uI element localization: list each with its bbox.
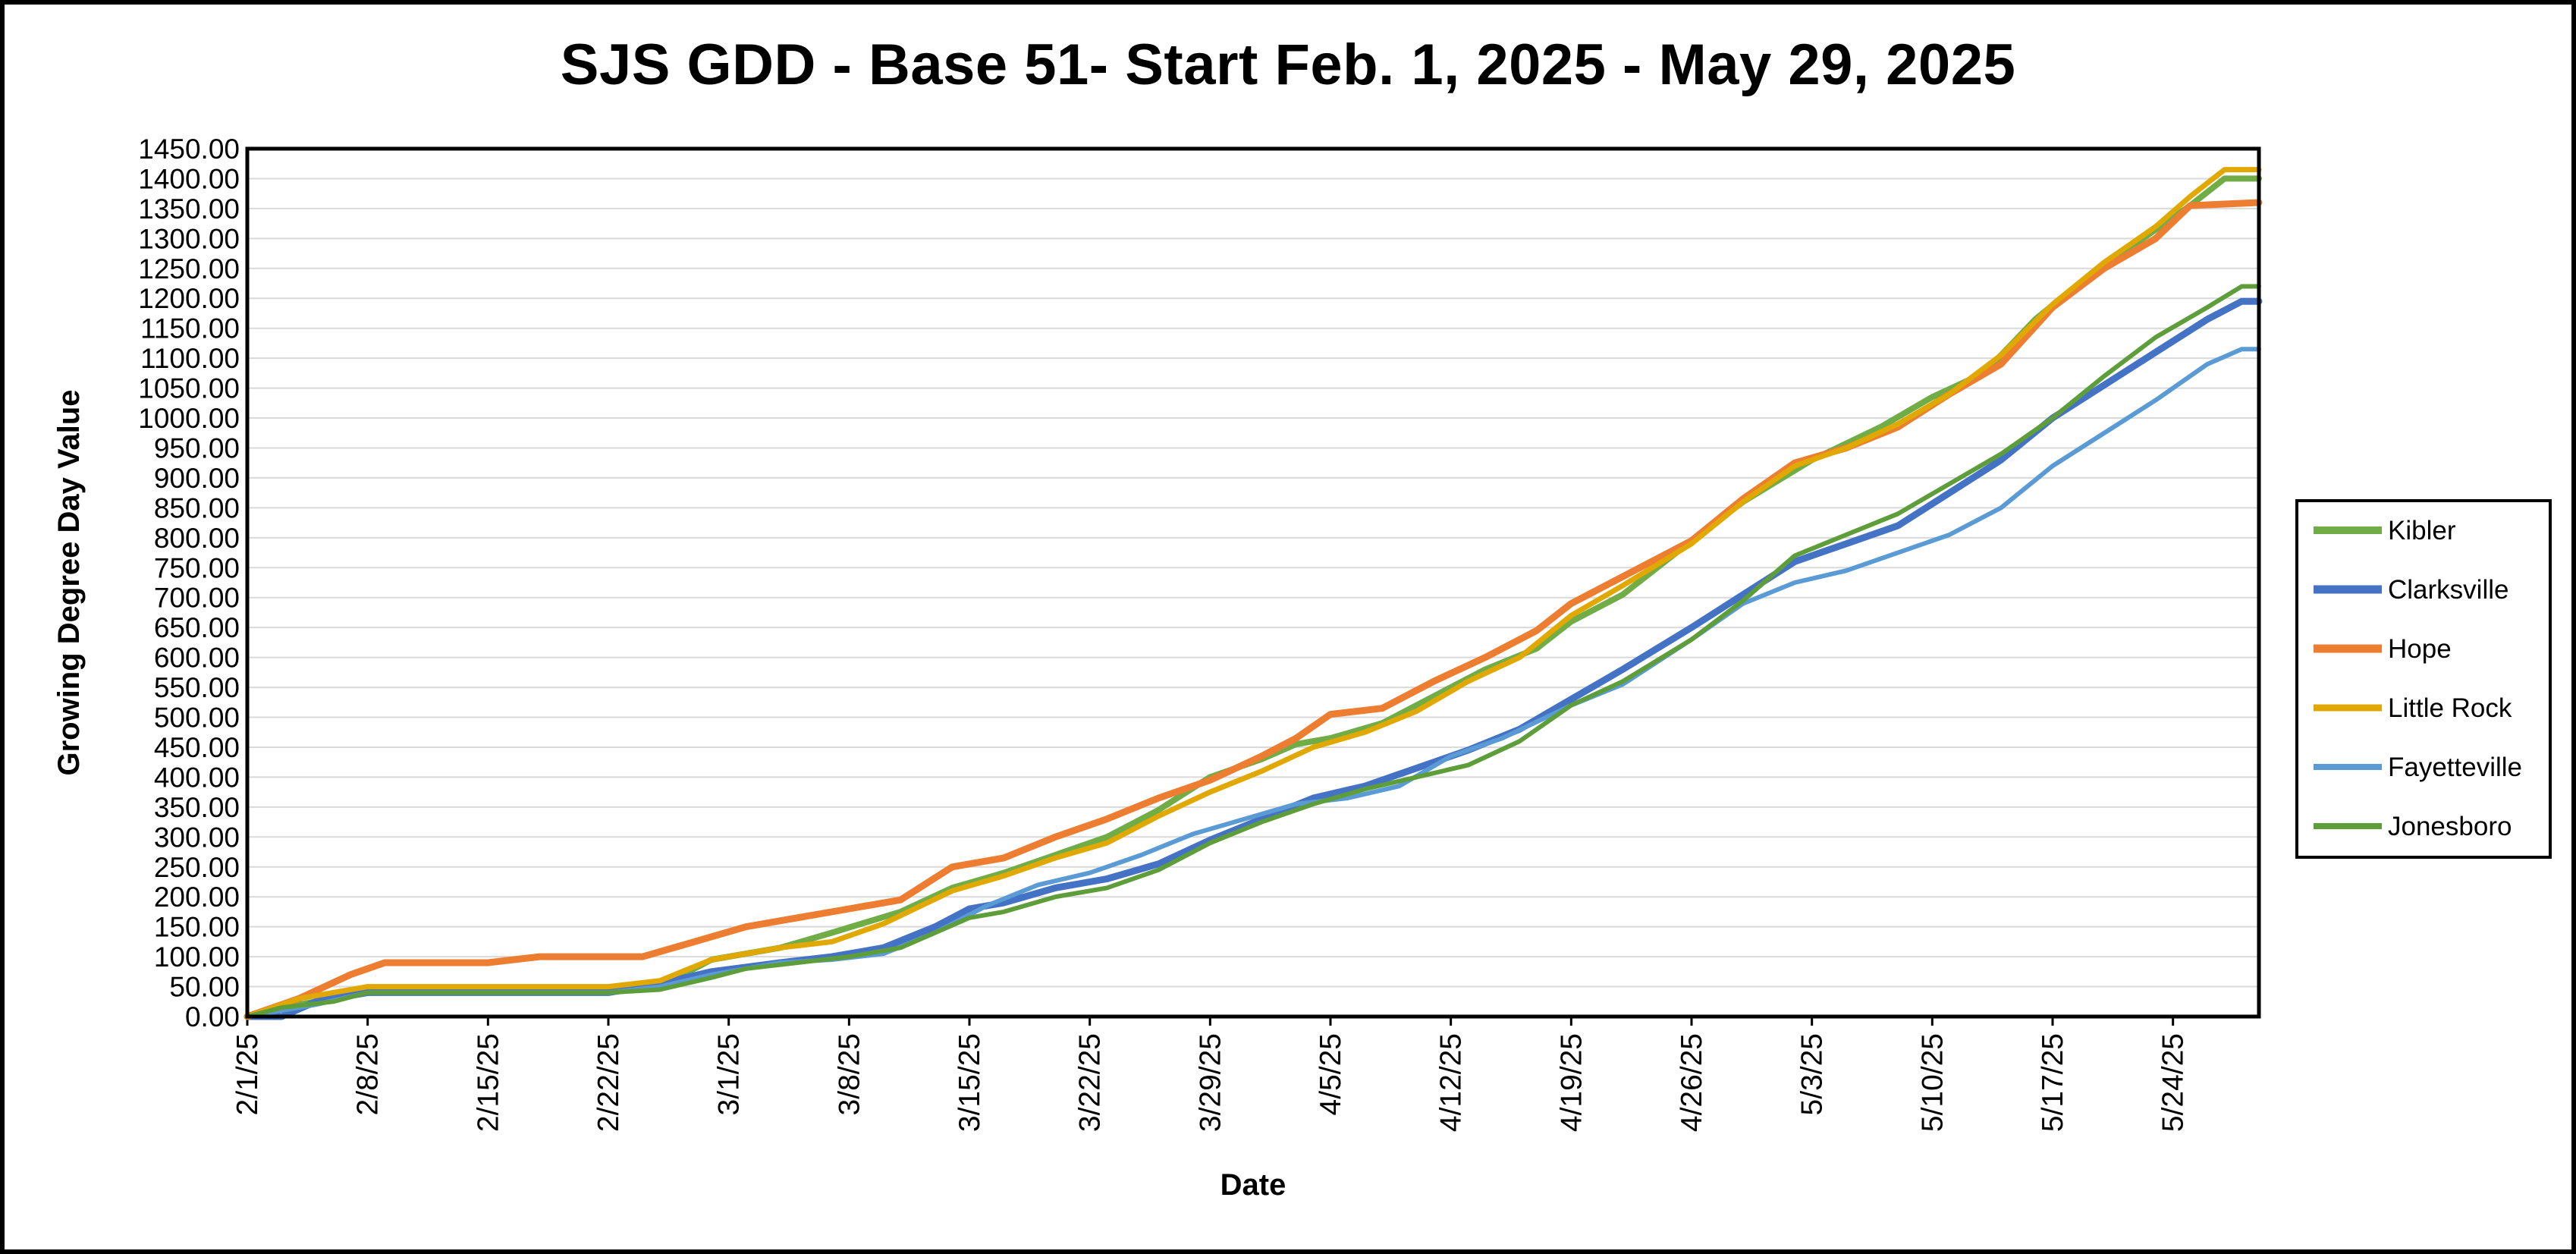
y-tick-label: 500.00 — [154, 702, 240, 734]
y-tick-label: 350.00 — [154, 792, 240, 823]
y-tick-label: 700.00 — [154, 583, 240, 614]
y-tick-label: 50.00 — [169, 972, 240, 1003]
plot-area — [245, 146, 2261, 1019]
x-tick-label: 4/26/25 — [1676, 1033, 1708, 1132]
y-tick-label: 1150.00 — [140, 313, 240, 344]
x-tick-label: 4/12/25 — [1435, 1033, 1468, 1132]
y-tick-label: 250.00 — [154, 852, 240, 883]
series-line-jonesboro — [245, 284, 2261, 1019]
y-tick-label: 950.00 — [154, 432, 240, 464]
series-line-little-rock — [244, 167, 2262, 1020]
y-tick-label: 550.00 — [154, 672, 240, 703]
y-tick-label: 750.00 — [154, 552, 240, 583]
y-tick-label: 1000.00 — [138, 403, 240, 434]
y-tick-label: 850.00 — [154, 492, 240, 523]
series-line-clarksville — [243, 297, 2263, 1020]
x-tick-label: 5/24/25 — [2157, 1033, 2190, 1132]
series-lines — [243, 167, 2263, 1020]
x-tick-label: 3/1/25 — [713, 1033, 746, 1115]
x-tick-label: 5/3/25 — [1796, 1033, 1829, 1115]
legend-entry-label: Hope — [2388, 634, 2452, 664]
x-tick-label: 2/8/25 — [352, 1033, 385, 1115]
y-tick-label: 1300.00 — [138, 223, 240, 254]
x-tick-label: 3/8/25 — [833, 1033, 865, 1115]
y-axis-ticks: 0.0050.00100.00150.00200.00250.00300.003… — [138, 134, 240, 1032]
y-tick-label: 0.00 — [185, 1001, 240, 1032]
y-tick-label: 650.00 — [154, 612, 240, 643]
y-tick-label: 100.00 — [154, 941, 240, 973]
series-line-hope — [243, 199, 2263, 1020]
y-tick-label: 1350.00 — [138, 193, 240, 225]
x-axis-ticks: 2/1/25 2/8/25 2/15/25 2/22/25 3/1/25 3/8/25 3/… — [231, 1017, 2190, 1132]
legend-entry-label: Kibler — [2388, 516, 2456, 545]
y-axis-label: Growing Degree Day Value — [52, 389, 86, 775]
x-tick-label: 3/29/25 — [1194, 1033, 1227, 1132]
y-tick-label: 1400.00 — [138, 163, 240, 194]
chart-title: SJS GDD - Base 51- Start Feb. 1, 2025 - … — [560, 33, 2016, 97]
y-tick-label: 800.00 — [154, 523, 240, 554]
legend: Kibler Clarksville Hope Little Rock Fayettev… — [2295, 499, 2552, 859]
gridlines — [247, 148, 2259, 1017]
y-tick-label: 1050.00 — [138, 373, 240, 404]
y-tick-label: 450.00 — [154, 732, 240, 763]
y-tick-label: 1100.00 — [140, 343, 240, 374]
x-tick-label: 4/5/25 — [1315, 1033, 1347, 1115]
x-axis-label: Date — [1220, 1168, 1286, 1202]
y-tick-label: 900.00 — [154, 463, 240, 494]
legend-box — [2295, 499, 2552, 859]
x-tick-label: 4/19/25 — [1555, 1033, 1588, 1132]
y-tick-label: 1250.00 — [138, 253, 240, 284]
y-tick-label: 1200.00 — [138, 283, 240, 314]
legend-entry-label: Fayetteville — [2388, 753, 2522, 782]
x-tick-label: 2/15/25 — [472, 1033, 504, 1132]
y-tick-label: 1450.00 — [138, 134, 240, 165]
series-line-fayetteville — [245, 347, 2261, 1019]
legend-entry-label: Jonesboro — [2388, 812, 2512, 841]
x-tick-label: 2/1/25 — [231, 1033, 264, 1115]
y-tick-label: 400.00 — [154, 762, 240, 793]
y-tick-label: 150.00 — [154, 912, 240, 943]
x-tick-label: 3/22/25 — [1074, 1033, 1107, 1132]
y-tick-label: 200.00 — [154, 882, 240, 913]
x-tick-label: 2/22/25 — [592, 1033, 625, 1132]
y-tick-label: 300.00 — [154, 822, 240, 853]
x-tick-label: 5/17/25 — [2037, 1033, 2069, 1132]
legend-entry-label: Clarksville — [2388, 575, 2508, 605]
x-tick-label: 5/10/25 — [1916, 1033, 1949, 1132]
x-tick-label: 3/15/25 — [953, 1033, 986, 1132]
legend-entry-label: Little Rock — [2388, 693, 2512, 723]
y-tick-label: 600.00 — [154, 643, 240, 674]
